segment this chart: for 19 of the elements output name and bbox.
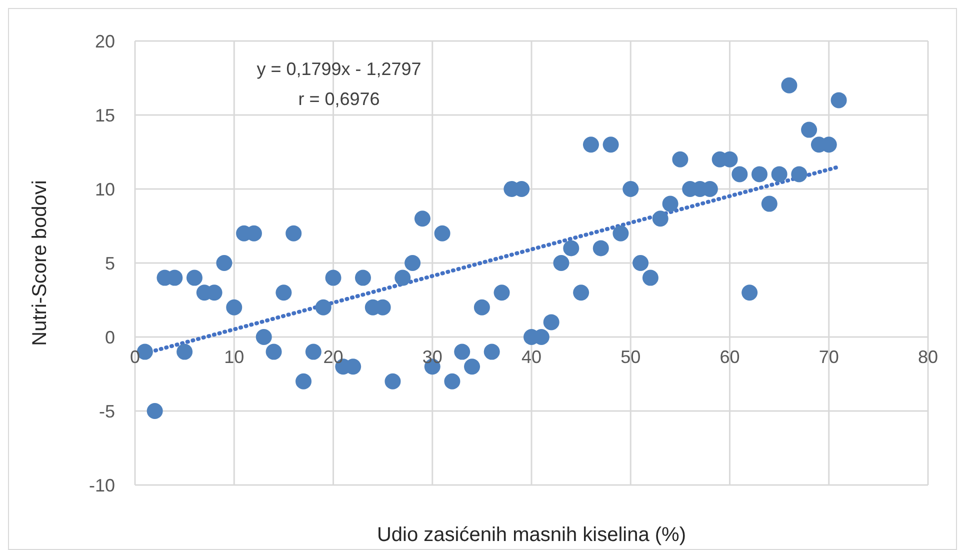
- x-tick-label: 20: [323, 347, 344, 367]
- y-tick-label: 20: [94, 31, 115, 52]
- x-tick-label: 0: [130, 347, 140, 367]
- x-tick-label: 70: [818, 347, 839, 367]
- x-axis-title: Udio zasićenih masnih kiselina (%): [376, 524, 686, 546]
- y-tick-label: 15: [94, 105, 115, 126]
- y-axis-title: Nutri-Score bodovi: [29, 180, 52, 346]
- y-tick-label: 5: [104, 253, 115, 274]
- y-tick-label: 10: [94, 179, 115, 200]
- y-tick-label: -5: [98, 401, 115, 422]
- annotation: y = 0,1799x - 1,2797: [256, 59, 422, 80]
- x-tick-label: 80: [918, 347, 938, 367]
- annotation: r = 0,6976: [297, 89, 381, 110]
- y-tick-label: 0: [104, 327, 115, 348]
- x-tick-label: 50: [620, 347, 641, 367]
- x-tick-label: 60: [720, 347, 740, 367]
- y-tick-label: -10: [88, 475, 115, 496]
- x-tick-label: 10: [224, 347, 244, 367]
- x-tick-label: 40: [521, 347, 542, 367]
